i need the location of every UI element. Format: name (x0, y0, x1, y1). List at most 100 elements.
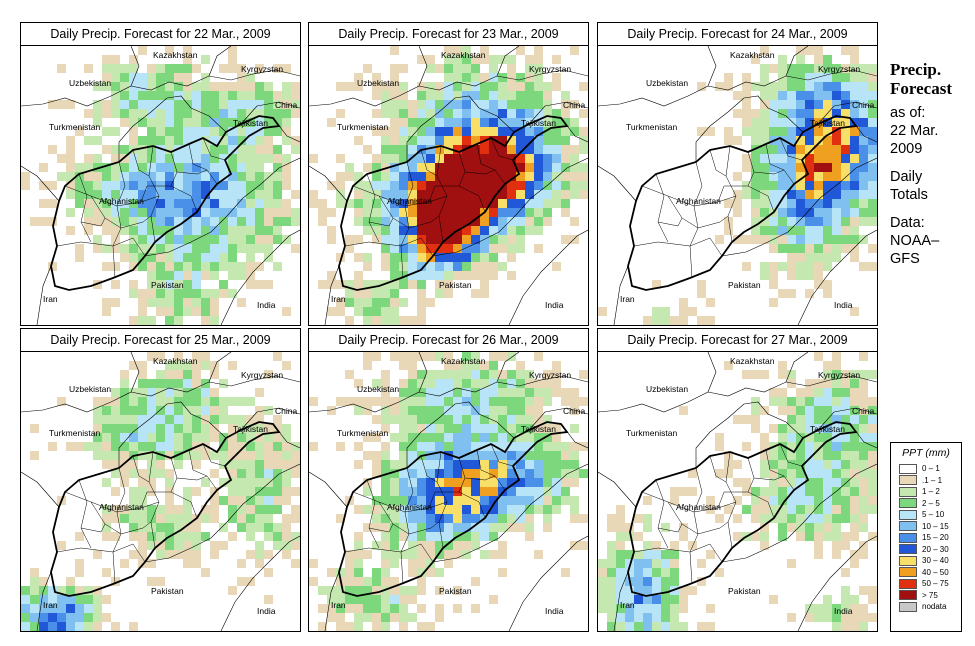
precip-cell (156, 352, 165, 361)
precip-cell (850, 559, 859, 568)
precip-cell (516, 109, 525, 118)
precip-cell (138, 91, 147, 100)
precip-cell (156, 388, 165, 397)
precip-cell (760, 460, 769, 469)
precip-cell (525, 163, 534, 172)
precip-cell (183, 208, 192, 217)
precip-cell (282, 91, 291, 100)
precip-cell (408, 514, 417, 523)
precip-cell (381, 289, 390, 298)
precip-cell (192, 271, 201, 280)
precip-cell (498, 163, 507, 172)
precip-cell (21, 181, 30, 190)
precip-cell (264, 406, 273, 415)
precip-cell (102, 460, 111, 469)
precip-cell (156, 163, 165, 172)
precip-cell (201, 127, 210, 136)
precip-cell (426, 190, 435, 199)
precip-cell (570, 154, 579, 163)
precip-cell (210, 397, 219, 406)
precip-cell (850, 181, 859, 190)
precip-cell (147, 136, 156, 145)
precip-cell (760, 271, 769, 280)
precip-cell (165, 397, 174, 406)
precip-cell (841, 217, 850, 226)
precip-cell (769, 460, 778, 469)
precip-cell (561, 496, 570, 505)
precip-cell (408, 613, 417, 622)
precip-cell (156, 289, 165, 298)
precip-cell (516, 163, 525, 172)
precip-cell (778, 451, 787, 460)
precip-cell (354, 460, 363, 469)
precip-cell (129, 154, 138, 163)
precip-cell (264, 514, 273, 523)
precip-cell (291, 469, 300, 478)
precip-cell (93, 424, 102, 433)
precip-cell (165, 262, 174, 271)
precip-cell (102, 199, 111, 208)
precip-cell (102, 478, 111, 487)
precip-cell (453, 550, 462, 559)
precip-cell (363, 298, 372, 307)
precip-cell (643, 514, 652, 523)
precip-cell (390, 496, 399, 505)
precip-cell (84, 595, 93, 604)
precip-cell (507, 352, 516, 361)
precip-cell (201, 478, 210, 487)
precip-cell (129, 136, 138, 145)
precip-cell (363, 199, 372, 208)
precip-cell (715, 235, 724, 244)
precip-cell (156, 244, 165, 253)
precip-cell (174, 280, 183, 289)
precip-cell (552, 145, 561, 154)
precip-cell (183, 289, 192, 298)
precip-cell (48, 199, 57, 208)
precip-cell (165, 514, 174, 523)
precip-cell (814, 424, 823, 433)
precip-cell (138, 469, 147, 478)
precip-cell (859, 505, 868, 514)
precip-cell (30, 622, 39, 631)
precip-cell (507, 208, 516, 217)
precip-cell (841, 127, 850, 136)
precip-cell (273, 109, 282, 118)
precip-cell (273, 424, 282, 433)
province-border (633, 543, 723, 563)
precip-cell (814, 55, 823, 64)
precip-cell (111, 433, 120, 442)
precip-cell (733, 91, 742, 100)
precip-cell (165, 433, 174, 442)
precip-cell (147, 541, 156, 550)
precip-cell (426, 82, 435, 91)
precip-cell (363, 253, 372, 262)
precip-cell (390, 577, 399, 586)
precip-cell (228, 181, 237, 190)
precip-cell (237, 190, 246, 199)
precip-cell (498, 550, 507, 559)
precip-cell (147, 199, 156, 208)
precip-cell (769, 145, 778, 154)
precip-cell (219, 253, 228, 262)
precip-cell (282, 523, 291, 532)
precip-cell (336, 397, 345, 406)
precip-cell (210, 208, 219, 217)
precip-cell (525, 118, 534, 127)
precip-cell (841, 181, 850, 190)
precip-cell (165, 289, 174, 298)
precip-cell (742, 415, 751, 424)
precip-cell (525, 406, 534, 415)
precip-cell (327, 604, 336, 613)
precip-cell (372, 163, 381, 172)
precip-cell (273, 451, 282, 460)
precip-cell (417, 190, 426, 199)
precip-cell (796, 487, 805, 496)
province-border (464, 475, 496, 481)
precip-cell (426, 523, 435, 532)
precip-cell (859, 433, 868, 442)
precip-cell (471, 460, 480, 469)
precip-cell (507, 451, 516, 460)
precip-cell (841, 145, 850, 154)
precip-cell (417, 406, 426, 415)
precip-cell (841, 469, 850, 478)
